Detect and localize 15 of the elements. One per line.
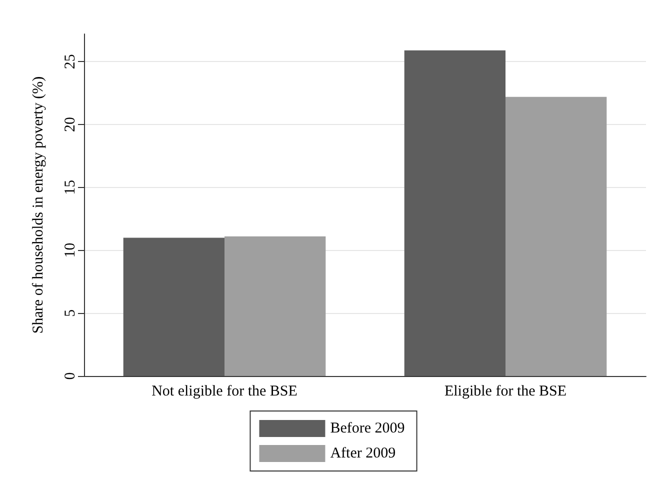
y-tick-label: 0 xyxy=(62,372,78,380)
bar xyxy=(224,236,326,376)
legend-label: Before 2009 xyxy=(330,420,405,436)
y-tick-label: 25 xyxy=(62,54,78,70)
y-tick-label: 10 xyxy=(62,242,78,258)
bar xyxy=(404,50,506,376)
y-tick-label: 5 xyxy=(62,309,78,317)
bar xyxy=(506,96,607,376)
y-tick-label: 15 xyxy=(62,180,78,195)
x-tick-label: Not eligible for the BSE xyxy=(152,384,298,400)
x-tick-label: Eligible for the BSE xyxy=(444,384,567,400)
y-axis-title: Share of households in energy poverty (%) xyxy=(30,76,46,334)
bar xyxy=(123,238,224,376)
legend-label: After 2009 xyxy=(330,446,396,462)
y-tick-label: 20 xyxy=(62,117,78,132)
